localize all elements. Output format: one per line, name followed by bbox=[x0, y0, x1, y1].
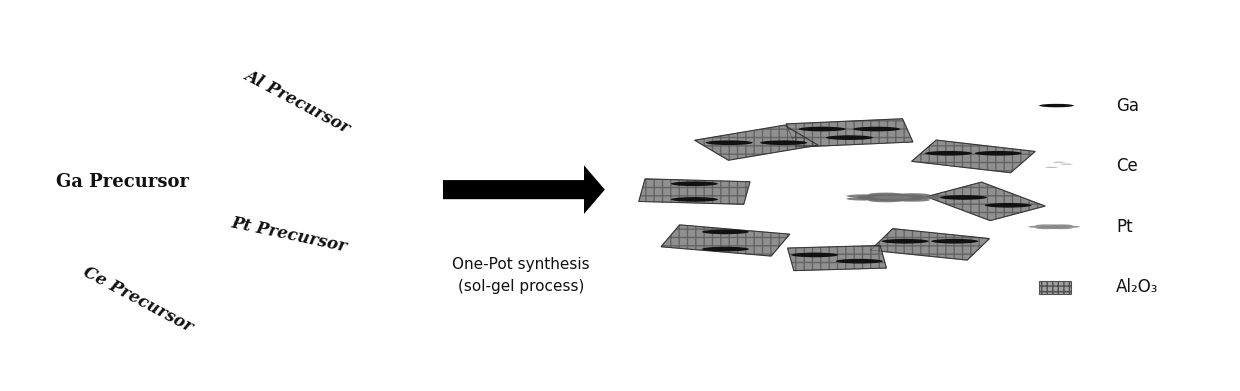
Ellipse shape bbox=[1035, 224, 1058, 227]
Ellipse shape bbox=[868, 199, 903, 202]
Ellipse shape bbox=[853, 127, 900, 131]
Ellipse shape bbox=[870, 194, 905, 197]
Text: Al Precursor: Al Precursor bbox=[242, 66, 353, 137]
Ellipse shape bbox=[870, 198, 905, 201]
Ellipse shape bbox=[858, 197, 893, 200]
Ellipse shape bbox=[702, 230, 749, 234]
Bar bbox=[926, 182, 1045, 221]
Bar bbox=[639, 179, 750, 204]
Bar bbox=[787, 246, 887, 271]
Ellipse shape bbox=[1053, 161, 1065, 163]
Ellipse shape bbox=[847, 197, 882, 201]
Text: Ce Precursor: Ce Precursor bbox=[81, 263, 196, 335]
Ellipse shape bbox=[1039, 104, 1074, 107]
Bar bbox=[787, 246, 887, 271]
Ellipse shape bbox=[706, 140, 753, 145]
Ellipse shape bbox=[873, 196, 913, 199]
Ellipse shape bbox=[1043, 226, 1065, 228]
Ellipse shape bbox=[888, 194, 923, 197]
Ellipse shape bbox=[760, 140, 807, 145]
Bar bbox=[926, 182, 1045, 221]
Text: Al₂O₃: Al₂O₃ bbox=[1116, 278, 1158, 296]
Bar bbox=[694, 125, 818, 160]
Ellipse shape bbox=[1058, 226, 1080, 228]
Ellipse shape bbox=[895, 198, 930, 202]
Ellipse shape bbox=[671, 181, 718, 186]
Bar bbox=[786, 119, 913, 147]
Ellipse shape bbox=[908, 196, 942, 199]
Bar bbox=[639, 179, 750, 204]
Ellipse shape bbox=[882, 239, 929, 244]
Bar bbox=[661, 225, 790, 256]
Ellipse shape bbox=[940, 195, 987, 200]
Ellipse shape bbox=[671, 197, 718, 202]
Bar bbox=[911, 140, 1035, 173]
Bar bbox=[694, 125, 818, 160]
Ellipse shape bbox=[985, 203, 1032, 208]
Ellipse shape bbox=[868, 193, 903, 196]
Bar bbox=[1039, 281, 1071, 294]
Ellipse shape bbox=[791, 253, 838, 257]
Ellipse shape bbox=[1060, 163, 1073, 165]
Bar bbox=[870, 229, 990, 260]
Ellipse shape bbox=[1028, 226, 1050, 228]
Ellipse shape bbox=[1050, 227, 1073, 229]
Ellipse shape bbox=[847, 194, 882, 198]
Ellipse shape bbox=[799, 127, 846, 131]
Text: Ga Precursor: Ga Precursor bbox=[56, 173, 188, 191]
Bar bbox=[911, 140, 1035, 173]
Ellipse shape bbox=[888, 197, 923, 201]
Ellipse shape bbox=[925, 151, 972, 156]
Ellipse shape bbox=[836, 259, 883, 264]
Ellipse shape bbox=[931, 239, 978, 244]
Bar bbox=[870, 229, 990, 260]
Ellipse shape bbox=[702, 247, 749, 251]
Ellipse shape bbox=[826, 135, 873, 140]
Ellipse shape bbox=[1035, 227, 1058, 229]
Ellipse shape bbox=[895, 193, 930, 197]
Bar bbox=[786, 119, 913, 147]
Text: Pt: Pt bbox=[1116, 218, 1132, 236]
Bar bbox=[661, 225, 790, 256]
Ellipse shape bbox=[1045, 167, 1058, 168]
Ellipse shape bbox=[895, 196, 930, 199]
Text: Ga: Ga bbox=[1116, 97, 1140, 115]
Text: Ce: Ce bbox=[1116, 157, 1138, 175]
Ellipse shape bbox=[1050, 224, 1073, 227]
Text: Pt Precursor: Pt Precursor bbox=[229, 214, 348, 255]
Ellipse shape bbox=[975, 151, 1022, 156]
Text: One-Pot synthesis
(sol-gel process): One-Pot synthesis (sol-gel process) bbox=[453, 257, 589, 294]
Ellipse shape bbox=[858, 195, 893, 198]
